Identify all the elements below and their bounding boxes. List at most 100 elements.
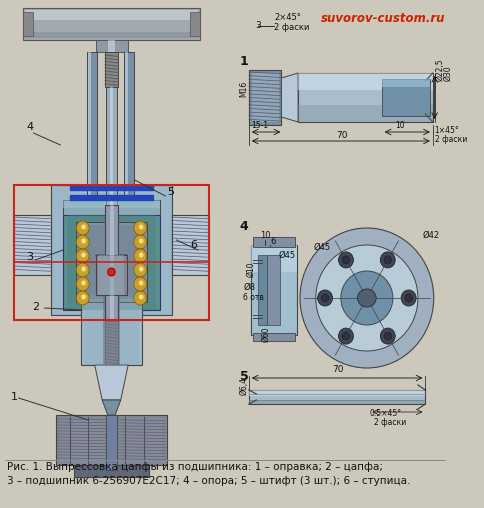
Bar xyxy=(249,390,425,396)
Circle shape xyxy=(139,238,143,243)
Text: 2: 2 xyxy=(32,302,40,312)
Bar xyxy=(125,52,128,215)
Bar xyxy=(103,295,120,365)
Bar xyxy=(268,255,281,325)
Bar xyxy=(258,255,268,325)
Ellipse shape xyxy=(341,271,393,325)
Text: Ø22,5: Ø22,5 xyxy=(436,58,445,81)
Bar xyxy=(88,52,91,215)
Circle shape xyxy=(139,267,143,271)
Text: 3: 3 xyxy=(26,252,33,262)
Text: 4: 4 xyxy=(26,122,33,132)
Text: Ø42: Ø42 xyxy=(423,231,440,240)
Circle shape xyxy=(321,294,329,302)
Text: 2 фаски: 2 фаски xyxy=(374,418,407,427)
Bar xyxy=(298,73,433,90)
Bar xyxy=(251,245,297,335)
Ellipse shape xyxy=(300,228,434,368)
Bar xyxy=(251,245,297,272)
Text: 1×45°: 1×45° xyxy=(435,126,459,135)
Polygon shape xyxy=(102,400,121,415)
Text: 5: 5 xyxy=(167,187,174,197)
Bar xyxy=(84,295,139,365)
Bar xyxy=(249,390,425,404)
Bar xyxy=(172,215,209,275)
Text: 4: 4 xyxy=(240,220,248,233)
Bar xyxy=(249,400,425,404)
Circle shape xyxy=(384,332,392,340)
Text: 15-1: 15-1 xyxy=(251,121,268,130)
Circle shape xyxy=(81,295,86,300)
Text: 1: 1 xyxy=(240,55,248,68)
Circle shape xyxy=(76,249,89,263)
Text: 1: 1 xyxy=(11,392,18,402)
Circle shape xyxy=(76,277,89,291)
Circle shape xyxy=(81,238,86,243)
Circle shape xyxy=(139,252,143,258)
Bar xyxy=(63,215,160,310)
Circle shape xyxy=(342,332,349,340)
Text: 6: 6 xyxy=(190,240,197,250)
Circle shape xyxy=(76,291,89,305)
Polygon shape xyxy=(281,73,298,122)
Bar xyxy=(56,415,167,465)
Bar xyxy=(63,200,160,220)
Bar xyxy=(81,295,142,365)
Bar xyxy=(67,215,156,310)
Circle shape xyxy=(81,267,86,271)
Bar xyxy=(14,185,209,320)
Text: 70: 70 xyxy=(333,365,344,374)
Text: 5: 5 xyxy=(240,370,248,383)
Bar xyxy=(249,70,281,125)
Ellipse shape xyxy=(316,245,418,351)
Ellipse shape xyxy=(358,289,376,307)
Circle shape xyxy=(108,268,115,276)
Circle shape xyxy=(76,221,89,235)
Circle shape xyxy=(76,263,89,277)
Text: 6: 6 xyxy=(270,237,276,246)
Text: 6 отв: 6 отв xyxy=(243,293,264,302)
Bar xyxy=(60,418,163,462)
Circle shape xyxy=(139,295,143,300)
Text: M16: M16 xyxy=(240,81,249,97)
Bar xyxy=(124,52,134,215)
Circle shape xyxy=(342,256,349,264)
Bar xyxy=(63,200,160,208)
Bar xyxy=(96,40,128,52)
Circle shape xyxy=(81,225,86,230)
Bar xyxy=(75,465,149,477)
Text: 2 фаски: 2 фаски xyxy=(435,135,467,144)
Bar xyxy=(298,105,433,122)
Bar xyxy=(108,40,115,52)
Bar xyxy=(298,73,433,122)
Text: 10: 10 xyxy=(260,231,271,240)
Circle shape xyxy=(134,249,147,263)
Text: 70: 70 xyxy=(336,131,348,140)
Bar xyxy=(105,205,118,320)
Bar xyxy=(106,415,117,470)
Circle shape xyxy=(76,235,89,249)
Bar xyxy=(253,333,295,341)
Text: 2 фаски: 2 фаски xyxy=(274,23,309,32)
Text: suvorov-custom.ru: suvorov-custom.ru xyxy=(321,12,446,25)
Circle shape xyxy=(139,280,143,285)
Circle shape xyxy=(134,221,147,235)
Bar xyxy=(70,195,153,200)
Text: Ø45: Ø45 xyxy=(279,251,296,260)
Circle shape xyxy=(401,290,416,306)
Text: Ø6,4: Ø6,4 xyxy=(240,377,249,395)
Circle shape xyxy=(134,291,147,305)
Bar xyxy=(25,10,198,20)
Bar xyxy=(87,52,97,215)
Bar xyxy=(106,87,117,212)
Text: 2×45°: 2×45° xyxy=(274,13,301,22)
Circle shape xyxy=(134,277,147,291)
Circle shape xyxy=(338,328,353,344)
Bar xyxy=(76,222,147,302)
Text: Ø60: Ø60 xyxy=(262,326,271,342)
Bar xyxy=(253,237,295,247)
Text: Ø10: Ø10 xyxy=(246,262,255,277)
Bar xyxy=(25,32,198,38)
Bar xyxy=(96,255,127,295)
Text: Ø8: Ø8 xyxy=(243,283,256,292)
